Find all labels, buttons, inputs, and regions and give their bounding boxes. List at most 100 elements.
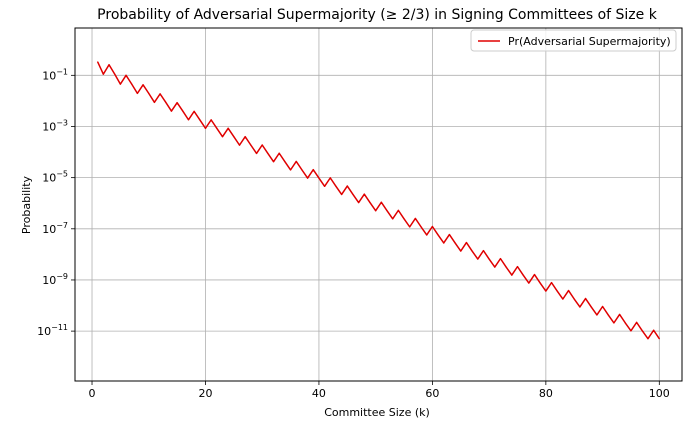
data-point [159,93,161,95]
y-tick-label: 10−3 [42,118,68,133]
grid [75,28,682,381]
x-tick-label: 20 [198,387,212,400]
x-axis-label: Committee Size (k) [324,406,430,419]
data-point [358,201,360,204]
data-point [318,177,320,179]
data-point [567,289,570,292]
y-tick-label: 10−1 [42,67,68,82]
data-point [261,144,263,146]
data-point [306,177,309,179]
x-tick-label: 80 [539,387,553,400]
data-point [636,321,638,323]
data-point [488,258,490,260]
data-point [539,282,541,284]
data-point [267,152,269,155]
data-point [533,274,536,276]
data-point [522,274,524,276]
data-point [596,314,598,316]
data-point [641,330,643,332]
y-tick-label: 10−7 [42,221,68,236]
data-point [312,169,314,171]
data-point [579,306,581,308]
data-point [386,210,388,212]
data-point [153,101,156,103]
data-point [125,74,127,76]
data-point [278,152,280,154]
legend-box [470,29,677,52]
data-point [114,73,116,75]
data-point [528,282,530,284]
y-axis: 10−1 10−3 10−5 10−7 10−9 10−11 [37,67,75,338]
data-point [545,290,547,292]
data-point [511,274,513,276]
data-point [295,160,297,163]
data-point [505,266,507,268]
data-point [341,193,343,196]
data-point [630,330,632,332]
data-point [601,305,604,308]
x-tick-label: 60 [425,387,439,400]
data-point [380,201,382,203]
data-point [216,127,218,129]
data-point [414,217,416,220]
data-point [131,83,133,85]
data-point [335,185,337,187]
data-point [284,161,286,163]
data-point [244,136,246,138]
legend: Pr(Adversarial Supermajority) [470,29,677,52]
data-point [420,226,422,228]
data-point [204,127,207,129]
y-tick-label: 10−9 [42,272,68,287]
x-axis: 0 20 40 60 80 100 [89,381,670,400]
data-point [437,234,439,236]
data-point [556,290,558,292]
series-layer [97,61,660,340]
data-point [346,185,348,187]
data-point [403,218,405,220]
data-point [460,250,462,252]
y-axis-label: Probability [20,175,33,234]
data-point [165,101,167,103]
data-point [443,242,445,244]
data-point [221,136,224,138]
data-point [482,250,485,252]
x-tick-label: 40 [312,387,326,400]
x-tick-label: 100 [649,387,670,400]
data-point [499,258,502,260]
plot-area-frame [74,27,683,382]
data-point [647,338,649,340]
data-point [477,258,479,260]
data-point [573,298,575,300]
data-point [363,193,365,195]
data-point [289,169,292,171]
data-point [324,185,326,187]
data-point [119,83,121,85]
data-point [369,201,371,204]
data-point [494,266,496,268]
data-point [233,136,235,138]
y-tick-label: 10−11 [37,323,68,338]
data-point [653,329,655,331]
data-point [250,144,252,146]
series-line [97,61,660,340]
chart-title: Probability of Adversarial Supermajority… [97,7,658,23]
data-point [607,314,609,316]
data-point [272,161,275,163]
legend-label: Pr(Adversarial Supermajority) [508,35,671,48]
data-point [255,152,258,155]
data-point [426,234,428,236]
data-point [238,144,241,146]
data-point [108,64,110,66]
data-point [210,119,212,121]
data-point [187,119,190,121]
data-point [516,266,519,268]
data-point [584,297,587,300]
data-point [97,61,99,63]
data-point [409,226,411,228]
data-point [375,210,377,212]
data-point [562,298,564,300]
data-point [136,92,138,94]
data-point [465,241,468,244]
